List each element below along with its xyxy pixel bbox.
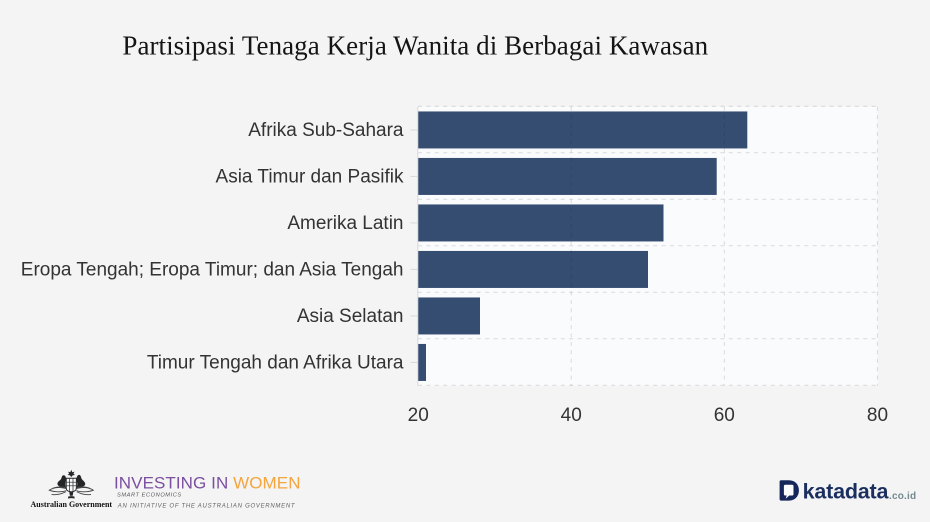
svg-text:80: 80 bbox=[867, 405, 888, 426]
svg-text:Asia Timur dan Pasifik: Asia Timur dan Pasifik bbox=[216, 166, 404, 187]
svg-text:Partisipasi Tenaga Kerja Wanit: Partisipasi Tenaga Kerja Wanita di Berba… bbox=[122, 31, 708, 61]
svg-text:Afrika Sub-Sahara: Afrika Sub-Sahara bbox=[248, 120, 404, 141]
svg-text:.co.id: .co.id bbox=[889, 491, 916, 502]
svg-text:Australian Government: Australian Government bbox=[31, 500, 113, 509]
svg-text:SMART ECONOMICS: SMART ECONOMICS bbox=[117, 493, 182, 499]
svg-text:20: 20 bbox=[408, 405, 429, 426]
svg-text:AN INITIATIVE OF THE AUSTRALIA: AN INITIATIVE OF THE AUSTRALIAN GOVERNME… bbox=[117, 504, 296, 510]
svg-text:INVESTING IN WOMEN: INVESTING IN WOMEN bbox=[114, 473, 301, 492]
svg-text:Amerika Latin: Amerika Latin bbox=[287, 213, 403, 234]
svg-text:60: 60 bbox=[714, 405, 735, 426]
svg-text:40: 40 bbox=[561, 405, 582, 426]
svg-text:Timur Tengah dan Afrika Utara: Timur Tengah dan Afrika Utara bbox=[147, 352, 404, 373]
svg-text:katadata: katadata bbox=[803, 480, 890, 504]
svg-text:Eropa Tengah; Eropa Timur; dan: Eropa Tengah; Eropa Timur; dan Asia Teng… bbox=[21, 259, 404, 280]
svg-text:Asia Selatan: Asia Selatan bbox=[297, 306, 404, 327]
